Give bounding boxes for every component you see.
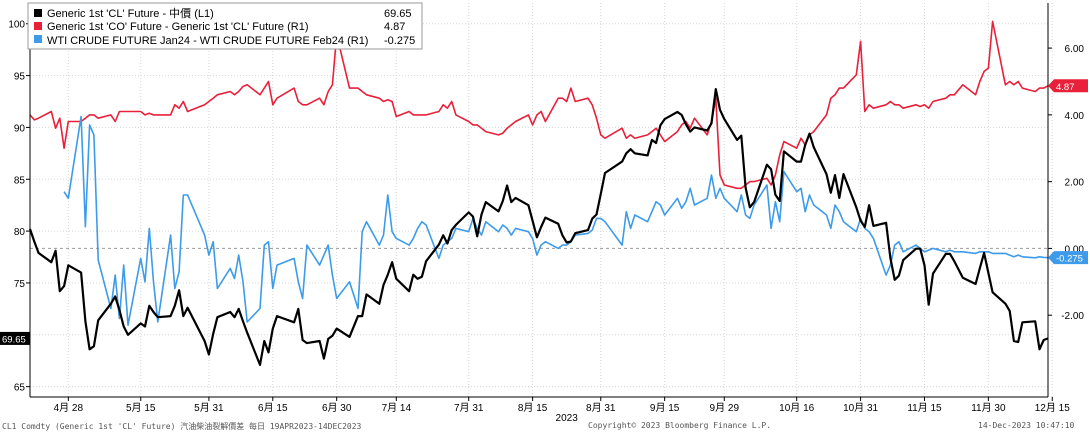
x-tick-label: 8月 31 xyxy=(586,402,616,414)
grid-layer xyxy=(30,3,1053,397)
series-line-cl xyxy=(28,88,1049,366)
last-value-label-right-2: -0.275 xyxy=(1056,254,1083,265)
x-tick-label: 9月 15 xyxy=(650,402,680,414)
left-tick-label: 75 xyxy=(14,279,26,290)
last-value-label-left: 69.65 xyxy=(2,334,26,345)
right-tick-label: 0.00 xyxy=(1065,244,1085,255)
x-tick-label: 7月 14 xyxy=(382,402,412,414)
x-tick-label: 5月 15 xyxy=(126,402,156,414)
left-tick-label: 80 xyxy=(14,227,26,238)
last-value-flag-left xyxy=(0,331,30,345)
footer: CL1 Comdty (Generic 1st 'CL' Future) 汽油柴… xyxy=(0,419,1090,432)
legend-swatch-co xyxy=(34,22,42,30)
right-tick-label: 6.00 xyxy=(1065,44,1085,55)
x-tick-label: 8月 15 xyxy=(518,402,548,414)
footer-left: CL1 Comdty (Generic 1st 'CL' Future) 汽油柴… xyxy=(2,422,362,431)
last-value-label-right-1: 4.87 xyxy=(1056,82,1075,93)
left-tick-label: 90 xyxy=(14,123,26,134)
legend-label-cl: Generic 1st 'CL' Future - 中價 (L1) xyxy=(47,6,214,20)
legend-value-wti: -0.275 xyxy=(384,35,415,47)
axis-layer: 65707580859095100-2.000.002.004.006.004月… xyxy=(0,3,1088,424)
left-tick-label: 100 xyxy=(8,20,25,31)
legend-label-wti: WTI CRUDE FUTURE Jan24 - WTI CRUDE FUTUR… xyxy=(47,35,368,47)
x-tick-label: 7月 31 xyxy=(454,402,484,414)
last-value-flag-right-1 xyxy=(1048,79,1088,93)
series-line-wti-calendar-spread xyxy=(63,115,1049,326)
legend-label-co: Generic 1st 'CO' Future - Generic 1st 'C… xyxy=(47,21,308,33)
right-tick-label: 2.00 xyxy=(1065,178,1085,189)
left-tick-label: 85 xyxy=(14,175,26,186)
last-value-flag-right-2 xyxy=(1048,251,1088,265)
x-tick-label: 11月 15 xyxy=(907,402,942,414)
x-tick-label: 4月 28 xyxy=(54,402,84,414)
legend-value-co: 4.87 xyxy=(384,21,405,33)
x-tick-label: 10月 16 xyxy=(779,402,814,414)
legend-box xyxy=(27,2,423,50)
legend-swatch-cl xyxy=(34,9,42,17)
footer-right: 14-Dec-2023 10:47:10 xyxy=(978,421,1075,430)
left-tick-label: 95 xyxy=(14,72,26,83)
x-tick-label: 5月 31 xyxy=(194,402,224,414)
x-tick-label: 6月 30 xyxy=(322,402,352,414)
series-layer xyxy=(28,20,1049,366)
right-tick-label: -2.00 xyxy=(1061,311,1084,322)
x-tick-label: 12月 15 xyxy=(1035,402,1070,414)
legend-swatch-wti xyxy=(34,35,42,43)
plot-background xyxy=(0,0,1090,419)
x-tick-label: 11月 30 xyxy=(971,402,1006,414)
legend-value-cl: 69.65 xyxy=(384,8,412,20)
right-tick-label: 4.00 xyxy=(1065,111,1085,122)
x-tick-label: 10月 31 xyxy=(843,402,878,414)
footer-center: Copyright© 2023 Bloomberg Finance L.P. xyxy=(588,421,772,430)
x-tick-label: 9月 29 xyxy=(710,402,740,414)
x-tick-label: 6月 15 xyxy=(258,402,288,414)
legend: Generic 1st 'CL' Future - 中價 (L1) 69.65 … xyxy=(27,2,423,50)
x-axis-year-label: 2023 xyxy=(556,413,579,424)
left-tick-label: 65 xyxy=(14,383,26,394)
series-line-co-cl-spread xyxy=(29,20,1049,190)
